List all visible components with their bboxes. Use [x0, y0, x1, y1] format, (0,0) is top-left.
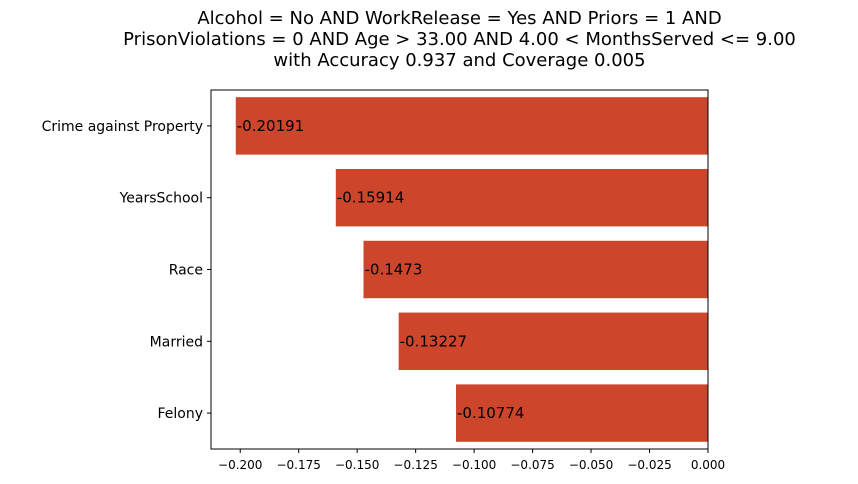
y-tick-label-1: YearsSchool	[119, 191, 203, 207]
x-tick-label-8: 0.000	[691, 458, 725, 472]
y-tick-label-4: Felony	[157, 406, 203, 422]
data-label-3: -0.13227	[400, 332, 467, 350]
x-tick-label-5: −0.075	[510, 458, 554, 472]
data-label-2: -0.1473	[364, 261, 422, 279]
y-axis: Crime against Property YearsSchool Race Mar…	[42, 119, 211, 422]
chart-title-line-1: PrisonViolations = 0 AND Age > 33.00 AND…	[123, 29, 796, 50]
chart-title-line-0: Alcohol = No AND WorkRelease = Yes AND P…	[197, 8, 721, 29]
chart-title: Alcohol = No AND WorkRelease = Yes AND P…	[123, 8, 796, 71]
x-tick-label-4: −0.100	[452, 458, 496, 472]
x-tick-label-1: −0.175	[276, 458, 320, 472]
chart-title-line-2: with Accuracy 0.937 and Coverage 0.005	[273, 50, 645, 71]
x-tick-label-6: −0.050	[569, 458, 613, 472]
data-labels: -0.20191 -0.15914 -0.1473 -0.13227 -0.10774	[237, 117, 525, 422]
bar-2	[363, 240, 708, 299]
bar-0	[235, 97, 709, 155]
bars	[235, 97, 709, 442]
x-tick-label-3: −0.125	[393, 458, 437, 472]
x-tick-label-2: −0.150	[335, 458, 379, 472]
data-label-0: -0.20191	[237, 117, 304, 135]
y-tick-label-0: Crime against Property	[42, 119, 203, 135]
x-tick-label-0: −0.200	[218, 458, 262, 472]
bar-4	[456, 384, 708, 442]
data-label-1: -0.15914	[337, 189, 404, 207]
x-axis: −0.200 −0.175 −0.150 −0.125 −0.100 −0.075 −0.0…	[218, 449, 725, 472]
y-tick-label-3: Married	[150, 334, 203, 350]
x-tick-label-7: −0.025	[627, 458, 671, 472]
bar-3	[398, 312, 708, 371]
bar-1	[335, 168, 708, 227]
data-label-4: -0.10774	[457, 404, 524, 422]
y-tick-label-2: Race	[169, 263, 203, 279]
